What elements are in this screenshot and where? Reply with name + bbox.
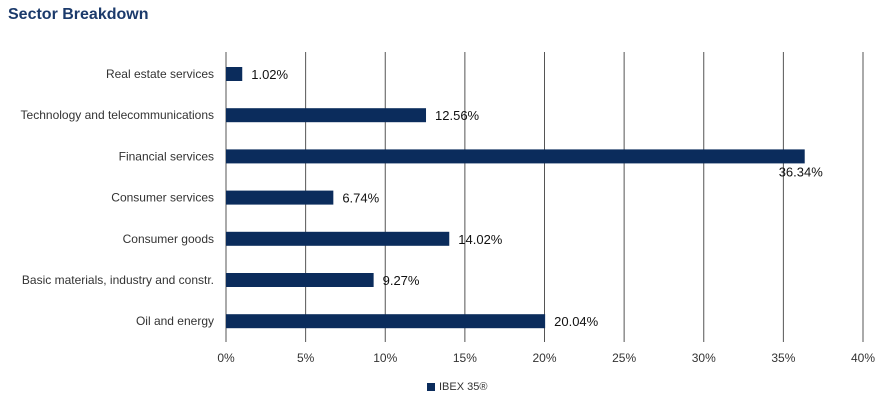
- x-tick-label: 10%: [373, 351, 397, 365]
- x-tick-label: 15%: [453, 351, 477, 365]
- bar: [226, 273, 374, 287]
- x-tick-label: 5%: [297, 351, 315, 365]
- data-label: 6.74%: [342, 191, 379, 206]
- category-label: Consumer services: [111, 191, 214, 205]
- bar: [226, 108, 427, 123]
- category-label: Basic materials, industry and constr.: [22, 273, 214, 287]
- category-label: Oil and energy: [136, 314, 214, 328]
- legend-label: IBEX 35®: [439, 381, 488, 393]
- bar: [226, 231, 450, 246]
- data-label: 14.02%: [458, 232, 503, 247]
- data-label: 36.34%: [779, 164, 824, 179]
- bar: [226, 67, 243, 81]
- legend: IBEX 35®: [427, 381, 487, 393]
- data-label: 12.56%: [435, 108, 480, 123]
- legend-swatch: [427, 383, 435, 391]
- x-tick-label: 35%: [771, 351, 795, 365]
- data-label: 9.27%: [383, 273, 420, 288]
- category-label: Consumer goods: [123, 232, 214, 246]
- bar: [226, 149, 805, 164]
- chart-title: Sector Breakdown: [8, 6, 149, 23]
- x-tick-label: 20%: [532, 351, 556, 365]
- x-tick-label: 25%: [612, 351, 636, 365]
- bar: [226, 190, 334, 205]
- category-label: Real estate services: [106, 67, 214, 81]
- data-label: 20.04%: [554, 314, 599, 329]
- category-label: Technology and telecommunications: [21, 108, 214, 122]
- x-tick-label: 30%: [692, 351, 716, 365]
- data-label: 1.02%: [251, 67, 288, 82]
- x-tick-label: 40%: [851, 351, 875, 365]
- category-label: Financial services: [119, 149, 214, 163]
- bar: [226, 314, 546, 329]
- x-tick-label: 0%: [217, 351, 235, 365]
